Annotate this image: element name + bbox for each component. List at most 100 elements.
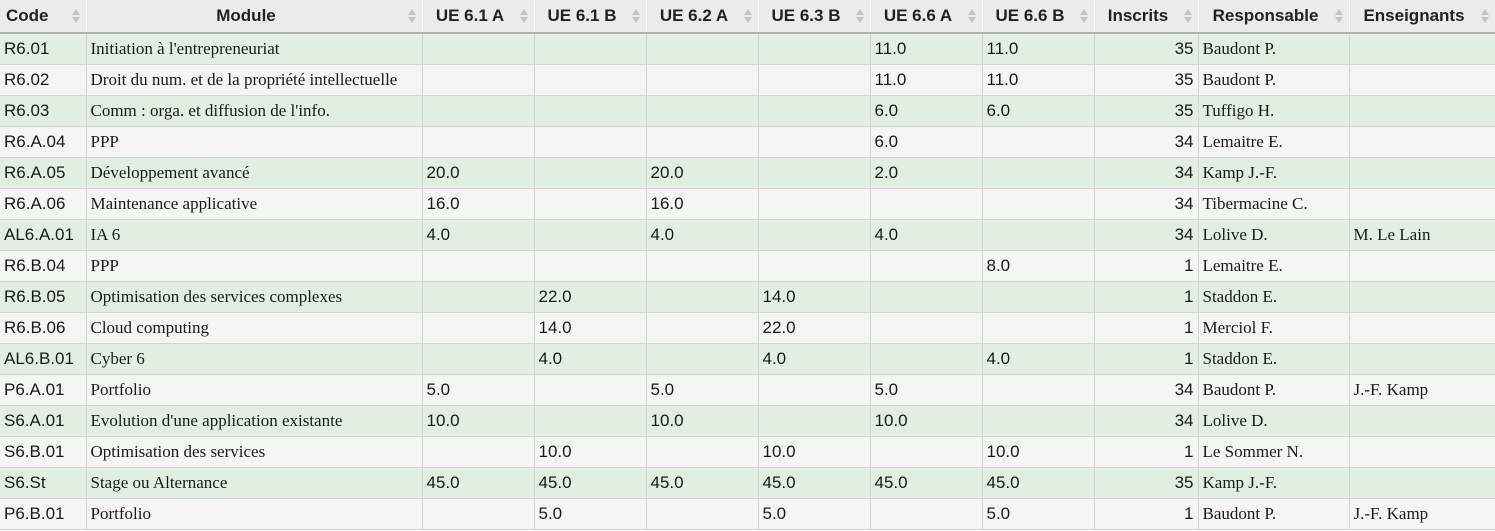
- column-header-module[interactable]: Module: [86, 0, 423, 34]
- table-row[interactable]: R6.03 Comm : orga. et diffusion de l'inf…: [0, 95, 1495, 127]
- cell-enseignants: [1349, 157, 1495, 189]
- column-header-ue62a[interactable]: UE 6.2 A: [646, 0, 759, 34]
- sort-icon[interactable]: [1079, 9, 1088, 23]
- cell-ue61a: 16.0: [422, 188, 535, 220]
- cell-ue66b: [982, 312, 1095, 344]
- table-row[interactable]: AL6.B.01 Cyber 6 4.0 4.0 4.0 1 Staddon E…: [0, 343, 1495, 375]
- header-label: UE 6.6 B: [995, 6, 1065, 25]
- cell-ue63b: [758, 405, 871, 437]
- column-header-responsable[interactable]: Responsable: [1198, 0, 1350, 34]
- cell-inscrits: 1: [1094, 343, 1199, 375]
- column-header-enseignants[interactable]: Enseignants: [1349, 0, 1495, 34]
- sort-icon[interactable]: [855, 9, 864, 23]
- cell-code: R6.03: [0, 95, 87, 127]
- cell-module: Portfolio: [86, 498, 423, 530]
- table-row[interactable]: R6.A.04 PPP 6.0 34 Lemaitre E.: [0, 126, 1495, 158]
- cell-responsable: Lolive D.: [1198, 405, 1350, 437]
- sort-icon[interactable]: [407, 9, 416, 23]
- sort-icon[interactable]: [1334, 9, 1343, 23]
- sort-icon[interactable]: [967, 9, 976, 23]
- table-row[interactable]: R6.B.04 PPP 8.0 1 Lemaitre E.: [0, 250, 1495, 282]
- column-header-code[interactable]: Code: [0, 0, 87, 34]
- cell-ue62a: 10.0: [646, 405, 759, 437]
- cell-inscrits: 34: [1094, 157, 1199, 189]
- cell-ue61b: [534, 126, 647, 158]
- cell-ue66a: [870, 343, 983, 375]
- cell-module: Comm : orga. et diffusion de l'info.: [86, 95, 423, 127]
- cell-code: R6.01: [0, 33, 87, 65]
- cell-ue63b: [758, 374, 871, 406]
- column-header-inscrits[interactable]: Inscrits: [1094, 0, 1199, 34]
- cell-inscrits: 35: [1094, 467, 1199, 499]
- header-label: UE 6.2 A: [659, 6, 729, 25]
- cell-ue66b: 6.0: [982, 95, 1095, 127]
- cell-ue62a: [646, 436, 759, 468]
- cell-ue63b: [758, 219, 871, 251]
- cell-ue61a: [422, 312, 535, 344]
- cell-ue66a: 4.0: [870, 219, 983, 251]
- header-label: Code: [6, 6, 49, 25]
- cell-ue62a: 20.0: [646, 157, 759, 189]
- cell-ue66b: [982, 188, 1095, 220]
- column-header-ue66b[interactable]: UE 6.6 B: [982, 0, 1095, 34]
- cell-module: Portfolio: [86, 374, 423, 406]
- cell-ue63b: 4.0: [758, 343, 871, 375]
- cell-ue66a: [870, 188, 983, 220]
- cell-responsable: Kamp J.-F.: [1198, 467, 1350, 499]
- cell-ue66b: [982, 219, 1095, 251]
- sort-icon[interactable]: [631, 9, 640, 23]
- table-row[interactable]: P6.A.01 Portfolio 5.0 5.0 5.0 34 Baudont…: [0, 374, 1495, 406]
- cell-code: S6.B.01: [0, 436, 87, 468]
- table-row[interactable]: AL6.A.01 IA 6 4.0 4.0 4.0 34 Lolive D. M…: [0, 219, 1495, 251]
- cell-code: R6.B.04: [0, 250, 87, 282]
- cell-ue63b: [758, 126, 871, 158]
- cell-ue61a: [422, 436, 535, 468]
- cell-ue62a: [646, 250, 759, 282]
- cell-code: AL6.A.01: [0, 219, 87, 251]
- cell-enseignants: M. Le Lain: [1349, 219, 1495, 251]
- header-label: UE 6.6 A: [883, 6, 953, 25]
- cell-ue61b: 10.0: [534, 436, 647, 468]
- cell-responsable: Lemaitre E.: [1198, 250, 1350, 282]
- cell-ue66b: 4.0: [982, 343, 1095, 375]
- cell-enseignants: [1349, 250, 1495, 282]
- table-row[interactable]: S6.A.01 Evolution d'une application exis…: [0, 405, 1495, 437]
- cell-ue62a: [646, 343, 759, 375]
- cell-module: PPP: [86, 126, 423, 158]
- cell-ue63b: [758, 33, 871, 65]
- cell-enseignants: [1349, 405, 1495, 437]
- table-row[interactable]: S6.St Stage ou Alternance 45.0 45.0 45.0…: [0, 467, 1495, 499]
- sort-icon[interactable]: [71, 9, 80, 23]
- column-header-ue63b[interactable]: UE 6.3 B: [758, 0, 871, 34]
- cell-module: Développement avancé: [86, 157, 423, 189]
- sort-icon[interactable]: [1480, 9, 1489, 23]
- table-row[interactable]: R6.B.05 Optimisation des services comple…: [0, 281, 1495, 313]
- cell-ue66a: 11.0: [870, 64, 983, 96]
- column-header-ue61a[interactable]: UE 6.1 A: [422, 0, 535, 34]
- cell-inscrits: 1: [1094, 250, 1199, 282]
- sort-icon[interactable]: [743, 9, 752, 23]
- sort-icon[interactable]: [1183, 9, 1192, 23]
- cell-ue61b: [534, 250, 647, 282]
- table-row[interactable]: R6.A.06 Maintenance applicative 16.0 16.…: [0, 188, 1495, 220]
- cell-inscrits: 34: [1094, 374, 1199, 406]
- cell-module: Cloud computing: [86, 312, 423, 344]
- table-row[interactable]: R6.02 Droit du num. et de la propriété i…: [0, 64, 1495, 96]
- cell-code: P6.A.01: [0, 374, 87, 406]
- cell-ue61b: [534, 405, 647, 437]
- column-header-ue66a[interactable]: UE 6.6 A: [870, 0, 983, 34]
- column-header-ue61b[interactable]: UE 6.1 B: [534, 0, 647, 34]
- cell-code: R6.A.06: [0, 188, 87, 220]
- cell-ue66b: 10.0: [982, 436, 1095, 468]
- cell-ue63b: [758, 157, 871, 189]
- header-label: UE 6.1 B: [547, 6, 617, 25]
- sort-icon[interactable]: [519, 9, 528, 23]
- table-row[interactable]: R6.A.05 Développement avancé 20.0 20.0 2…: [0, 157, 1495, 189]
- table-row[interactable]: P6.B.01 Portfolio 5.0 5.0 5.0 1 Baudont …: [0, 498, 1495, 530]
- cell-module: Evolution d'une application existante: [86, 405, 423, 437]
- cell-ue63b: [758, 64, 871, 96]
- cell-ue61a: 45.0: [422, 467, 535, 499]
- table-row[interactable]: S6.B.01 Optimisation des services 10.0 1…: [0, 436, 1495, 468]
- table-row[interactable]: R6.01 Initiation à l'entrepreneuriat 11.…: [0, 33, 1495, 65]
- table-row[interactable]: R6.B.06 Cloud computing 14.0 22.0 1 Merc…: [0, 312, 1495, 344]
